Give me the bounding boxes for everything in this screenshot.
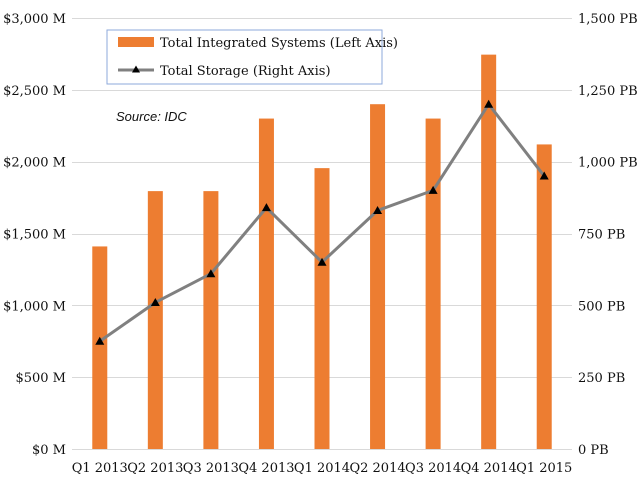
right-tick-label-2: 500 PB	[578, 299, 625, 314]
storage-point-q3-2014	[428, 185, 438, 194]
x-tick-label-6: Q3 2014	[405, 461, 461, 476]
storage-point-q1-2013	[95, 336, 105, 345]
left-tick-label-4: $2,000 M	[3, 156, 66, 171]
x-tick-label-3: Q4 2013	[238, 461, 294, 476]
storage-point-q2-2013	[150, 297, 160, 306]
right-tick-label-0: 0 PB	[578, 443, 609, 458]
x-tick-label-8: Q1 2015	[516, 461, 572, 476]
bar-q4-2014	[481, 54, 497, 449]
x-tick-label-1: Q2 2013	[127, 461, 183, 476]
bar-q2-2013	[147, 191, 163, 449]
storage-point-q2-2014	[373, 206, 383, 215]
x-tick-label-2: Q3 2013	[183, 461, 239, 476]
bar-q4-2013	[258, 118, 274, 450]
storage-point-q3-2013	[206, 269, 216, 278]
storage-point-q4-2013	[261, 203, 271, 212]
line-series-total-storage	[95, 99, 549, 345]
right-tick-label-5: 1,250 PB	[578, 84, 638, 99]
bar-q2-2014	[370, 104, 386, 449]
right-tick-label-6: 1,500 PB	[578, 12, 638, 27]
right-tick-label-4: 1,000 PB	[578, 156, 638, 171]
storage-point-q1-2014	[317, 257, 327, 266]
bar-q3-2014	[425, 118, 441, 450]
left-tick-label-5: $2,500 M	[3, 84, 66, 99]
source-annotation: Source: IDC	[116, 109, 187, 124]
left-tick-label-2: $1,000 M	[3, 299, 66, 314]
right-tick-label-1: 250 PB	[578, 371, 625, 386]
bar-q1-2015	[536, 144, 552, 449]
left-tick-label-0: $0 M	[32, 443, 66, 458]
x-tick-label-7: Q4 2014	[461, 461, 517, 476]
bar-q3-2013	[203, 191, 219, 449]
legend-line-marker-icon	[132, 65, 140, 73]
right-tick-label-3: 750 PB	[578, 228, 625, 243]
right-axis-tick-labels: 0 PB 250 PB 500 PB 750 PB 1,000 PB 1,250 PB 1,…	[578, 12, 638, 458]
left-axis-tick-labels: $0 M $500 M $1,000 M $1,500 M $2,000 M $2,500…	[3, 12, 66, 458]
x-tick-label-0: Q1 2013	[72, 461, 128, 476]
x-tick-label-5: Q2 2014	[349, 461, 405, 476]
left-tick-label-1: $500 M	[15, 371, 66, 386]
x-tick-label-4: Q1 2014	[294, 461, 350, 476]
left-tick-label-3: $1,500 M	[3, 228, 66, 243]
legend-label-integrated-systems: Total Integrated Systems (Left Axis)	[160, 36, 398, 51]
bar-q1-2013	[92, 246, 108, 449]
bar-series-integrated-systems	[92, 54, 552, 450]
bar-q1-2014	[314, 168, 330, 450]
storage-point-q1-2015	[539, 171, 549, 180]
x-axis-tick-labels: Q1 2013 Q2 2013 Q3 2013 Q4 2013 Q1 2014 Q2 20…	[72, 461, 573, 476]
legend: Total Integrated Systems (Left Axis) Tot…	[106, 29, 398, 85]
left-tick-label-6: $3,000 M	[3, 12, 66, 27]
legend-label-total-storage: Total Storage (Right Axis)	[160, 64, 331, 79]
legend-bar-swatch	[118, 37, 154, 47]
storage-point-q4-2014	[484, 99, 494, 108]
